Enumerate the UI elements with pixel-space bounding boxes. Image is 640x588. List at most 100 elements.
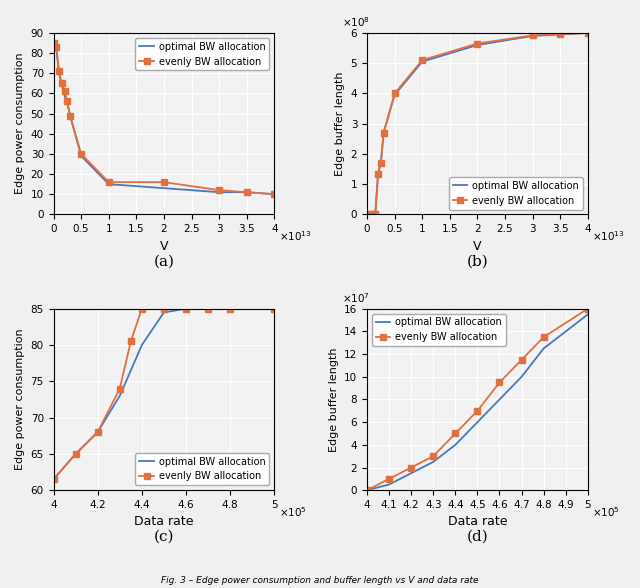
- optimal BW allocation: [50, 476, 58, 483]
- optimal BW allocation: [204, 305, 212, 312]
- Y-axis label: Edge buffer length: Edge buffer length: [335, 71, 345, 176]
- Line: optimal BW allocation: optimal BW allocation: [367, 33, 588, 215]
- evenly BW allocation: [369, 211, 376, 218]
- evenly BW allocation: [63, 98, 71, 105]
- optimal BW allocation: [366, 211, 374, 218]
- evenly BW allocation: [451, 430, 459, 437]
- Line: optimal BW allocation: optimal BW allocation: [54, 309, 275, 479]
- optimal BW allocation: [407, 470, 415, 477]
- Y-axis label: Edge buffer length: Edge buffer length: [328, 348, 339, 452]
- optimal BW allocation: [77, 152, 85, 159]
- optimal BW allocation: [556, 31, 564, 38]
- optimal BW allocation: [474, 419, 481, 426]
- evenly BW allocation: [94, 429, 102, 436]
- evenly BW allocation: [556, 31, 564, 38]
- evenly BW allocation: [366, 211, 374, 218]
- optimal BW allocation: [377, 159, 385, 166]
- optimal BW allocation: [138, 342, 146, 349]
- Text: (d): (d): [467, 530, 488, 544]
- Line: optimal BW allocation: optimal BW allocation: [54, 43, 275, 194]
- evenly BW allocation: [58, 80, 66, 87]
- Line: evenly BW allocation: evenly BW allocation: [51, 306, 277, 482]
- evenly BW allocation: [363, 211, 371, 218]
- optimal BW allocation: [67, 112, 74, 119]
- optimal BW allocation: [271, 305, 278, 312]
- optimal BW allocation: [116, 392, 124, 399]
- X-axis label: V: V: [159, 240, 168, 253]
- X-axis label: Data rate: Data rate: [134, 516, 194, 529]
- Text: $\times10^{5}$: $\times10^{5}$: [279, 505, 307, 519]
- optimal BW allocation: [584, 311, 591, 318]
- Text: (b): (b): [467, 254, 488, 268]
- optimal BW allocation: [419, 58, 426, 65]
- optimal BW allocation: [52, 45, 60, 52]
- evenly BW allocation: [160, 179, 168, 186]
- optimal BW allocation: [215, 189, 223, 196]
- optimal BW allocation: [182, 305, 190, 312]
- evenly BW allocation: [474, 40, 481, 47]
- optimal BW allocation: [160, 309, 168, 316]
- optimal BW allocation: [451, 442, 459, 449]
- evenly BW allocation: [182, 305, 190, 312]
- optimal BW allocation: [474, 42, 481, 49]
- optimal BW allocation: [72, 450, 79, 457]
- evenly BW allocation: [204, 305, 212, 312]
- evenly BW allocation: [138, 305, 146, 312]
- Text: $\times10^{13}$: $\times10^{13}$: [592, 229, 625, 243]
- evenly BW allocation: [105, 179, 113, 186]
- evenly BW allocation: [243, 189, 250, 196]
- Text: $\times10^{5}$: $\times10^{5}$: [592, 505, 620, 519]
- evenly BW allocation: [540, 333, 547, 340]
- optimal BW allocation: [105, 181, 113, 188]
- Text: $\times10^{13}$: $\times10^{13}$: [279, 229, 312, 243]
- evenly BW allocation: [77, 151, 85, 158]
- optimal BW allocation: [227, 305, 234, 312]
- evenly BW allocation: [495, 379, 503, 386]
- Line: evenly BW allocation: evenly BW allocation: [364, 30, 591, 217]
- Y-axis label: Edge power consumption: Edge power consumption: [15, 53, 25, 195]
- evenly BW allocation: [474, 407, 481, 415]
- optimal BW allocation: [58, 82, 66, 89]
- evenly BW allocation: [363, 487, 371, 494]
- Legend: optimal BW allocation, evenly BW allocation: optimal BW allocation, evenly BW allocat…: [449, 177, 583, 209]
- evenly BW allocation: [271, 191, 278, 198]
- evenly BW allocation: [67, 112, 74, 119]
- Text: $\times10^{8}$: $\times10^{8}$: [342, 15, 370, 29]
- Legend: optimal BW allocation, evenly BW allocation: optimal BW allocation, evenly BW allocat…: [136, 38, 269, 71]
- evenly BW allocation: [529, 32, 536, 39]
- evenly BW allocation: [407, 464, 415, 471]
- evenly BW allocation: [52, 44, 60, 51]
- optimal BW allocation: [374, 170, 382, 177]
- optimal BW allocation: [495, 396, 503, 403]
- X-axis label: Data rate: Data rate: [447, 516, 507, 529]
- evenly BW allocation: [271, 305, 278, 312]
- optimal BW allocation: [518, 373, 525, 380]
- optimal BW allocation: [385, 481, 393, 488]
- Legend: optimal BW allocation, evenly BW allocation: optimal BW allocation, evenly BW allocat…: [372, 313, 506, 346]
- evenly BW allocation: [61, 88, 68, 95]
- Line: optimal BW allocation: optimal BW allocation: [367, 315, 588, 490]
- optimal BW allocation: [363, 211, 371, 218]
- optimal BW allocation: [380, 129, 387, 136]
- evenly BW allocation: [429, 453, 437, 460]
- optimal BW allocation: [371, 211, 379, 218]
- evenly BW allocation: [127, 338, 134, 345]
- optimal BW allocation: [529, 32, 536, 39]
- Text: (c): (c): [154, 530, 174, 544]
- evenly BW allocation: [380, 129, 387, 136]
- optimal BW allocation: [369, 211, 376, 218]
- evenly BW allocation: [371, 211, 379, 218]
- evenly BW allocation: [50, 39, 58, 46]
- Line: evenly BW allocation: evenly BW allocation: [364, 306, 591, 493]
- evenly BW allocation: [55, 68, 63, 75]
- optimal BW allocation: [243, 189, 250, 196]
- optimal BW allocation: [271, 191, 278, 198]
- optimal BW allocation: [55, 70, 63, 77]
- evenly BW allocation: [116, 385, 124, 392]
- optimal BW allocation: [50, 39, 58, 46]
- evenly BW allocation: [419, 56, 426, 64]
- Text: $\times10^{7}$: $\times10^{7}$: [342, 291, 370, 305]
- evenly BW allocation: [584, 29, 591, 36]
- Legend: optimal BW allocation, evenly BW allocation: optimal BW allocation, evenly BW allocat…: [136, 453, 269, 485]
- Line: evenly BW allocation: evenly BW allocation: [51, 40, 277, 197]
